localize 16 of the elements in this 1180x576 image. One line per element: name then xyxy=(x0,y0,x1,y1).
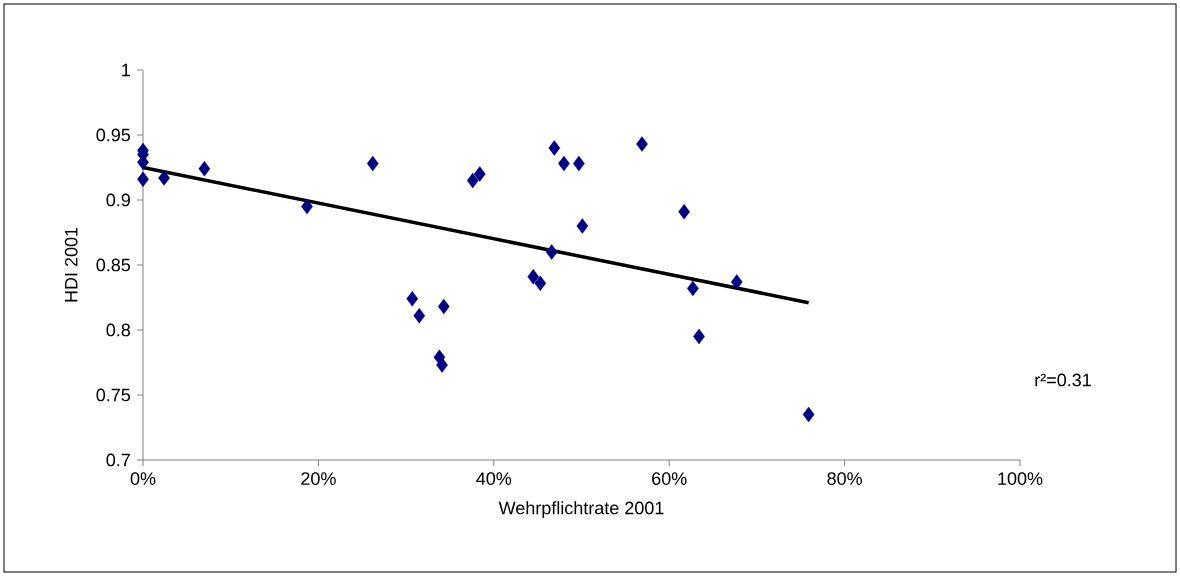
y-tick-label: 1 xyxy=(122,63,130,77)
y-tick-label: 0.85 xyxy=(96,258,131,272)
y-tick-label: 0.75 xyxy=(96,388,131,402)
x-tick-label: 40% xyxy=(476,472,512,485)
x-tick-label: 80% xyxy=(827,472,862,485)
x-tick-label: 60% xyxy=(652,472,687,485)
y-axis-title: HDI 2001 xyxy=(64,227,78,302)
y-tick-label: 0.95 xyxy=(96,128,131,142)
y-tick-label: 0.8 xyxy=(106,323,131,337)
x-tick-label: 0% xyxy=(130,472,156,485)
y-tick-label: 0.9 xyxy=(106,193,130,207)
text: r²=0.31 xyxy=(1035,373,1091,387)
x-tick-label: 100% xyxy=(998,472,1043,485)
x-axis-title: Wehrpflichtrate 2001 xyxy=(498,501,664,518)
y-tick-label: 0.7 xyxy=(106,453,130,467)
x-tick-label: 20% xyxy=(301,472,336,485)
